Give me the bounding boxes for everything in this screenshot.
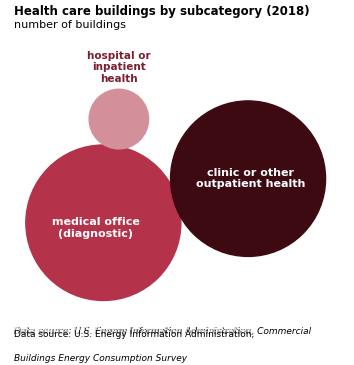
Text: medical office
(diagnostic): medical office (diagnostic) [52, 217, 139, 239]
Text: Buildings Energy Consumption Survey: Buildings Energy Consumption Survey [14, 354, 187, 363]
Text: Data source: U.S. Energy Information Administration,                            : Data source: U.S. Energy Information Adm… [14, 330, 354, 339]
Text: Data source: U.S. Energy Information Administration,: Data source: U.S. Energy Information Adm… [14, 330, 257, 339]
Circle shape [89, 89, 149, 149]
Text: hospital or
inpatient
health: hospital or inpatient health [87, 51, 151, 84]
Text: Data source: U.S. Energy Information Administration,: Data source: U.S. Energy Information Adm… [14, 327, 257, 336]
Text: Data source: U.S. Energy Information Administration,: Data source: U.S. Energy Information Adm… [14, 327, 257, 336]
Text: number of buildings: number of buildings [14, 20, 126, 30]
Text: Health care buildings by subcategory (2018): Health care buildings by subcategory (20… [14, 5, 310, 19]
Circle shape [171, 101, 326, 257]
Text: Data source: U.S. Energy Information Administration, Commercial: Data source: U.S. Energy Information Adm… [14, 327, 311, 336]
Text: clinic or other
outpatient health: clinic or other outpatient health [196, 168, 306, 189]
Circle shape [26, 145, 181, 300]
